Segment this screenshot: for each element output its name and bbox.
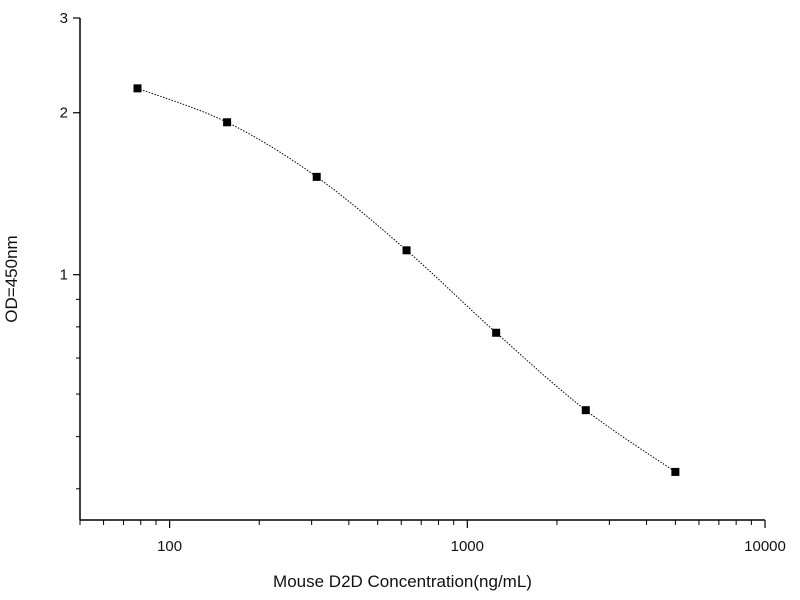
plot-area bbox=[133, 84, 680, 476]
data-point-marker bbox=[133, 84, 142, 93]
x-axis-title: Mouse D2D Concentration(ng/mL) bbox=[273, 572, 532, 591]
x-tick-label: 10000 bbox=[744, 538, 786, 555]
y-tick-label: 1 bbox=[60, 267, 68, 284]
data-point-marker bbox=[312, 172, 321, 181]
y-tick-label: 2 bbox=[60, 105, 68, 122]
axes bbox=[79, 18, 765, 521]
x-ticks: 100 1000 10000 bbox=[79, 520, 786, 555]
data-point-marker bbox=[581, 406, 590, 415]
fit-curve bbox=[137, 87, 676, 473]
x-tick-label: 1000 bbox=[451, 538, 484, 555]
y-tick-label: 3 bbox=[60, 10, 68, 27]
data-point-marker bbox=[671, 467, 680, 476]
data-point-marker bbox=[402, 246, 411, 255]
x-tick-label: 100 bbox=[157, 538, 182, 555]
y-ticks: 1 2 3 bbox=[60, 10, 80, 490]
data-point-marker bbox=[492, 328, 501, 337]
data-point-marker bbox=[223, 118, 232, 127]
y-axis-title: OD=450nm bbox=[2, 235, 21, 322]
